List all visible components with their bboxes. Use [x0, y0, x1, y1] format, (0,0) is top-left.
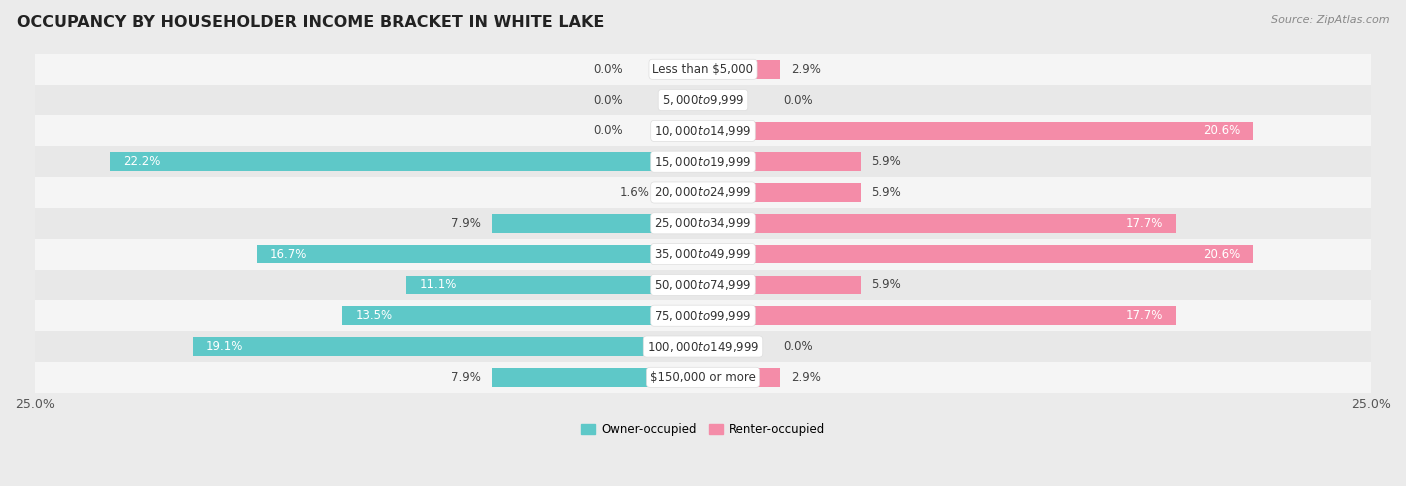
Text: 22.2%: 22.2%	[124, 155, 160, 168]
Bar	[257, 245, 703, 263]
Text: 5.9%: 5.9%	[872, 155, 901, 168]
Bar	[342, 307, 703, 325]
Bar	[703, 368, 780, 386]
Text: 16.7%: 16.7%	[270, 247, 308, 260]
Text: 0.0%: 0.0%	[593, 63, 623, 76]
Bar	[703, 122, 1254, 140]
Bar	[492, 368, 703, 386]
Text: $15,000 to $19,999: $15,000 to $19,999	[654, 155, 752, 169]
Bar	[110, 153, 703, 171]
Text: OCCUPANCY BY HOUSEHOLDER INCOME BRACKET IN WHITE LAKE: OCCUPANCY BY HOUSEHOLDER INCOME BRACKET …	[17, 15, 605, 30]
Text: 17.7%: 17.7%	[1125, 217, 1163, 230]
Text: 20.6%: 20.6%	[1204, 124, 1240, 138]
Text: $5,000 to $9,999: $5,000 to $9,999	[662, 93, 744, 107]
Text: 17.7%: 17.7%	[1125, 309, 1163, 322]
Text: 1.6%: 1.6%	[620, 186, 650, 199]
Text: 0.0%: 0.0%	[783, 340, 813, 353]
Bar	[703, 276, 860, 294]
Text: 19.1%: 19.1%	[205, 340, 243, 353]
Bar	[35, 239, 1371, 270]
Text: $10,000 to $14,999: $10,000 to $14,999	[654, 124, 752, 138]
Text: 13.5%: 13.5%	[356, 309, 392, 322]
Text: $35,000 to $49,999: $35,000 to $49,999	[654, 247, 752, 261]
Text: 2.9%: 2.9%	[792, 63, 821, 76]
Bar	[35, 300, 1371, 331]
Text: 0.0%: 0.0%	[593, 94, 623, 106]
Text: $100,000 to $149,999: $100,000 to $149,999	[647, 340, 759, 353]
Text: 2.9%: 2.9%	[792, 371, 821, 384]
Text: Source: ZipAtlas.com: Source: ZipAtlas.com	[1271, 15, 1389, 25]
Bar	[492, 214, 703, 232]
Bar	[35, 116, 1371, 146]
Bar	[703, 183, 860, 202]
Bar	[35, 362, 1371, 393]
Text: $75,000 to $99,999: $75,000 to $99,999	[654, 309, 752, 323]
Text: $150,000 or more: $150,000 or more	[650, 371, 756, 384]
Bar	[35, 331, 1371, 362]
Text: 5.9%: 5.9%	[872, 278, 901, 292]
Bar	[703, 214, 1175, 232]
Text: 7.9%: 7.9%	[451, 217, 481, 230]
Text: $20,000 to $24,999: $20,000 to $24,999	[654, 186, 752, 199]
Text: 20.6%: 20.6%	[1204, 247, 1240, 260]
Text: $50,000 to $74,999: $50,000 to $74,999	[654, 278, 752, 292]
Bar	[703, 153, 860, 171]
Bar	[661, 183, 703, 202]
Bar	[35, 208, 1371, 239]
Text: 11.1%: 11.1%	[420, 278, 457, 292]
Text: 0.0%: 0.0%	[593, 124, 623, 138]
Text: 5.9%: 5.9%	[872, 186, 901, 199]
Text: 7.9%: 7.9%	[451, 371, 481, 384]
Bar	[193, 337, 703, 356]
Bar	[406, 276, 703, 294]
Text: 0.0%: 0.0%	[783, 94, 813, 106]
Bar	[703, 245, 1254, 263]
Text: $25,000 to $34,999: $25,000 to $34,999	[654, 216, 752, 230]
Text: Less than $5,000: Less than $5,000	[652, 63, 754, 76]
Bar	[35, 270, 1371, 300]
Bar	[35, 54, 1371, 85]
Legend: Owner-occupied, Renter-occupied: Owner-occupied, Renter-occupied	[576, 418, 830, 441]
Bar	[35, 85, 1371, 116]
Bar	[703, 60, 780, 79]
Bar	[35, 146, 1371, 177]
Bar	[35, 177, 1371, 208]
Bar	[703, 307, 1175, 325]
